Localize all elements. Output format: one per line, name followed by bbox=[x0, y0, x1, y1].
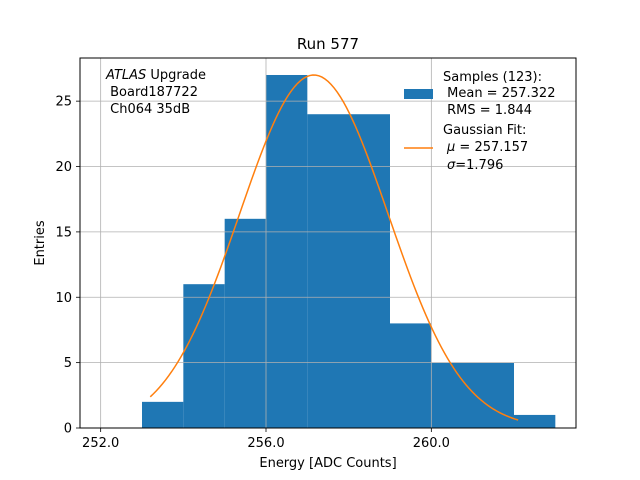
legend-fit-line3: σ=1.796 bbox=[447, 158, 503, 173]
atlas-upgrade-text: Upgrade bbox=[146, 68, 206, 83]
histogram-bar bbox=[183, 284, 225, 428]
legend-samples-line2: Mean = 257.322 bbox=[443, 86, 555, 101]
histogram-bar bbox=[431, 362, 514, 428]
y-tick-label: 25 bbox=[55, 95, 72, 110]
y-tick-label: 20 bbox=[55, 160, 72, 175]
y-axis-label: Entries bbox=[33, 220, 48, 266]
legend-samples-line1: Samples (123): bbox=[443, 70, 542, 85]
tick-layer: 252.0 256.0 260.0 0 5 10 15 20 25 bbox=[55, 95, 449, 451]
legend: Samples (123): Mean = 257.322 RMS = 1.84… bbox=[404, 70, 555, 173]
x-axis-label: Energy [ADC Counts] bbox=[259, 456, 396, 471]
sigma-symbol: σ bbox=[447, 158, 456, 173]
chart-title: Run 577 bbox=[297, 35, 359, 53]
y-tick-label: 0 bbox=[64, 422, 72, 437]
legend-fit-line2: μ = 257.157 bbox=[446, 140, 528, 155]
legend-samples-swatch bbox=[404, 89, 433, 99]
y-tick-label: 10 bbox=[55, 291, 72, 306]
plot-frame bbox=[79, 57, 577, 429]
y-tick-label: 5 bbox=[64, 356, 72, 371]
atlas-annotation-line2: Board187722 bbox=[106, 85, 198, 100]
legend-samples-line3: RMS = 1.844 bbox=[443, 103, 532, 118]
gaussian-fit-curve bbox=[149, 74, 519, 421]
mu-value-text: = 257.157 bbox=[455, 140, 528, 155]
x-tick-label: 256.0 bbox=[247, 436, 284, 451]
legend-fit-line1: Gaussian Fit: bbox=[443, 123, 526, 138]
x-tick-label: 260.0 bbox=[413, 436, 450, 451]
histogram-bar bbox=[266, 74, 308, 429]
histogram-bar bbox=[142, 401, 184, 428]
histogram-bar bbox=[514, 414, 556, 428]
atlas-annotation-line3: Ch064 35dB bbox=[106, 102, 190, 117]
sigma-value-text: =1.796 bbox=[455, 158, 503, 173]
atlas-annotation-line1: ATLAS Upgrade bbox=[105, 68, 206, 83]
histogram-bar bbox=[307, 114, 390, 428]
histogram-bar bbox=[224, 218, 266, 428]
histogram-bar bbox=[390, 323, 432, 428]
y-tick-label: 15 bbox=[55, 225, 72, 240]
atlas-italic-text: ATLAS bbox=[105, 68, 146, 83]
mu-symbol: μ bbox=[446, 140, 455, 155]
x-tick-label: 252.0 bbox=[82, 436, 119, 451]
